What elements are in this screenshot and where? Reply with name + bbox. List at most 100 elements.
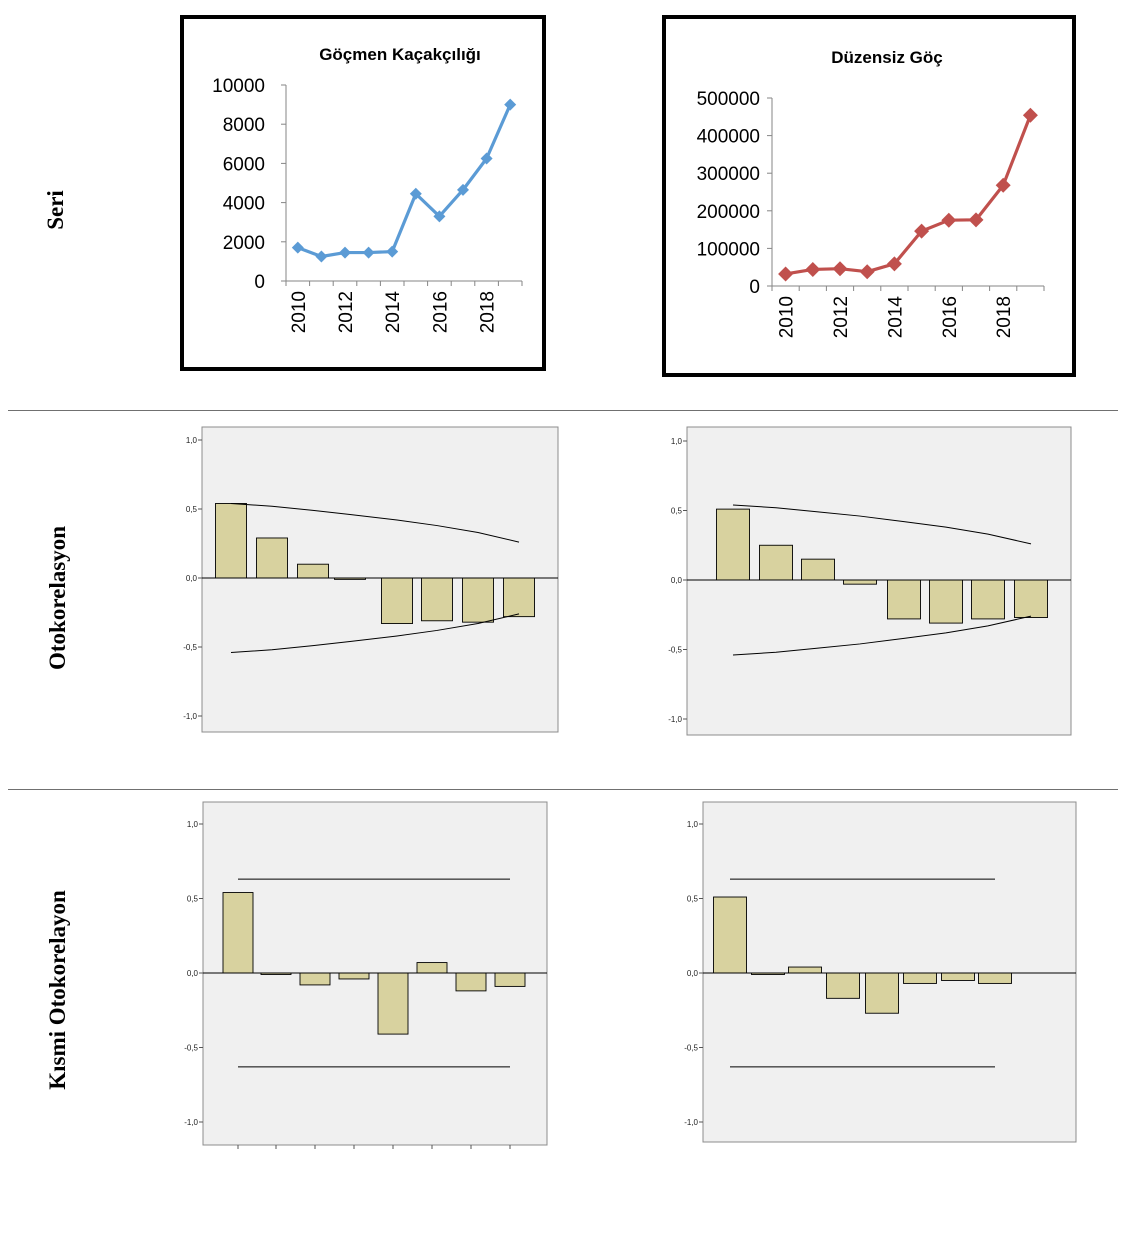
acf-bar [978, 972, 1012, 984]
x-tick-label: 2016 [940, 296, 961, 338]
x-tick-label: 2018 [478, 291, 499, 333]
chart-title: Düzensiz Göç [831, 48, 942, 67]
y-tick-label: 0,5 [187, 895, 199, 904]
data-point-marker [339, 246, 351, 259]
chart-frame [180, 15, 546, 371]
x-tick-label: 2016 [430, 291, 451, 333]
y-tick-label: 0,0 [186, 574, 198, 583]
y-tick-label: 0,0 [687, 969, 699, 978]
data-point-marker [457, 183, 469, 196]
acf-bar [381, 577, 413, 624]
y-tick-label: 0,0 [187, 969, 199, 978]
x-tick-label: 2014 [383, 291, 404, 334]
y-tick-label: -1,0 [684, 1118, 698, 1127]
acf-bar [826, 972, 860, 999]
data-point-marker [315, 250, 328, 263]
acf-bar [455, 972, 487, 992]
plot-area [702, 801, 1077, 1143]
y-tick-label: 6000 [223, 154, 265, 175]
acf-bar [494, 972, 526, 987]
pacf-chart-duzensiz-goc: 1,0 0,5 0,0 -0,5 -1,0 [684, 801, 1077, 1143]
lower-confidence-limit [230, 613, 520, 654]
plot-area [201, 426, 559, 733]
y-tick-label: -0,5 [684, 1044, 698, 1053]
y-tick-label: 0 [254, 272, 265, 293]
acf-bar [971, 579, 1005, 620]
y-tick-label: -0,5 [668, 646, 682, 655]
acf-chart-duzensiz-goc: 1,0 0,5 0,0 -0,5 -1,0 [668, 426, 1072, 736]
y-tick-label: 400000 [697, 127, 760, 148]
data-point-marker [386, 245, 399, 258]
acf-bar [256, 537, 288, 579]
data-point-marker [805, 261, 821, 277]
data-point-marker [914, 223, 930, 239]
acf-bar [1014, 579, 1048, 618]
y-tick-label: -1,0 [184, 1118, 198, 1127]
row-label-series: Seri [43, 190, 68, 230]
y-tick-label: 1,0 [671, 437, 683, 446]
y-tick-label: 1,0 [187, 820, 199, 829]
y-tick-label: 0,5 [186, 505, 198, 514]
acf-bar [297, 563, 329, 579]
data-point-marker [832, 261, 848, 277]
acf-bar [222, 892, 254, 974]
data-point-marker [480, 152, 493, 165]
chart-frame [662, 15, 1076, 377]
series-line [785, 114, 1032, 276]
x-tick-label: 2012 [831, 296, 852, 338]
upper-confidence-limit [732, 504, 1032, 545]
row-separator-2 [8, 789, 1118, 790]
line-chart-duzensiz-goc: Düzensiz Göç 0 100000 200000 300000 400000 500… [662, 15, 1076, 377]
data-point-marker [778, 266, 794, 282]
acf-bar [941, 972, 975, 981]
y-tick-label: 500000 [697, 89, 760, 110]
y-tick-label: 1,0 [687, 820, 699, 829]
row-label-acf: Otokorelasyon [45, 526, 70, 670]
acf-bar [338, 972, 370, 980]
lower-confidence-limit [732, 615, 1032, 656]
acf-bar [788, 966, 822, 974]
y-tick-label: 0,0 [671, 576, 683, 585]
acf-bar [503, 577, 535, 618]
x-tick-label: 2010 [289, 291, 310, 333]
y-tick-label: 4000 [223, 194, 265, 215]
acf-bar [713, 896, 747, 974]
acf-bar [215, 503, 247, 579]
upper-confidence-limit [230, 502, 520, 543]
x-tick-label: 2012 [336, 291, 357, 333]
y-tick-label: -1,0 [183, 712, 197, 721]
y-tick-label: -1,0 [668, 715, 682, 724]
acf-bar [759, 544, 793, 581]
acf-bar [801, 558, 835, 581]
data-point-marker [968, 212, 984, 228]
y-tick-label: -0,5 [184, 1044, 198, 1053]
y-tick-label: 0,5 [671, 507, 683, 516]
acf-bar [416, 962, 448, 974]
x-tick-label: 2018 [994, 296, 1015, 338]
data-point-marker [409, 187, 422, 200]
acf-bar [299, 972, 331, 986]
y-tick-label: -0,5 [183, 643, 197, 652]
y-tick-label: 200000 [697, 202, 760, 223]
y-tick-label: 300000 [697, 164, 760, 185]
chart-title: Göçmen Kaçakçılığı [319, 45, 481, 64]
data-point-marker [433, 210, 446, 223]
line-chart-gocmen-kacakciligi: Göçmen Kaçakçılığı 0 2000 4000 6000 8000 10000… [180, 15, 546, 371]
data-point-marker [941, 212, 957, 228]
plot-area [686, 426, 1072, 736]
data-point-marker [886, 256, 902, 272]
data-point-marker [504, 98, 517, 111]
y-tick-label: 10000 [212, 76, 265, 97]
acf-bar [843, 579, 877, 585]
acf-bar [421, 577, 453, 622]
x-tick-label: 2014 [885, 296, 906, 339]
acf-chart-gocmen-kacakciligi: 1,0 0,5 0,0 -0,5 -1,0 [183, 426, 559, 733]
y-tick-label: 1,0 [186, 436, 198, 445]
y-tick-label: 2000 [223, 233, 265, 254]
y-tick-label: 0 [749, 277, 760, 298]
x-tick-label: 2010 [777, 296, 798, 338]
data-point-marker [291, 241, 304, 254]
row-label-pacf: Kısmi Otokorelayon [45, 890, 70, 1090]
acf-bar [887, 579, 921, 620]
acf-bar [716, 508, 750, 581]
